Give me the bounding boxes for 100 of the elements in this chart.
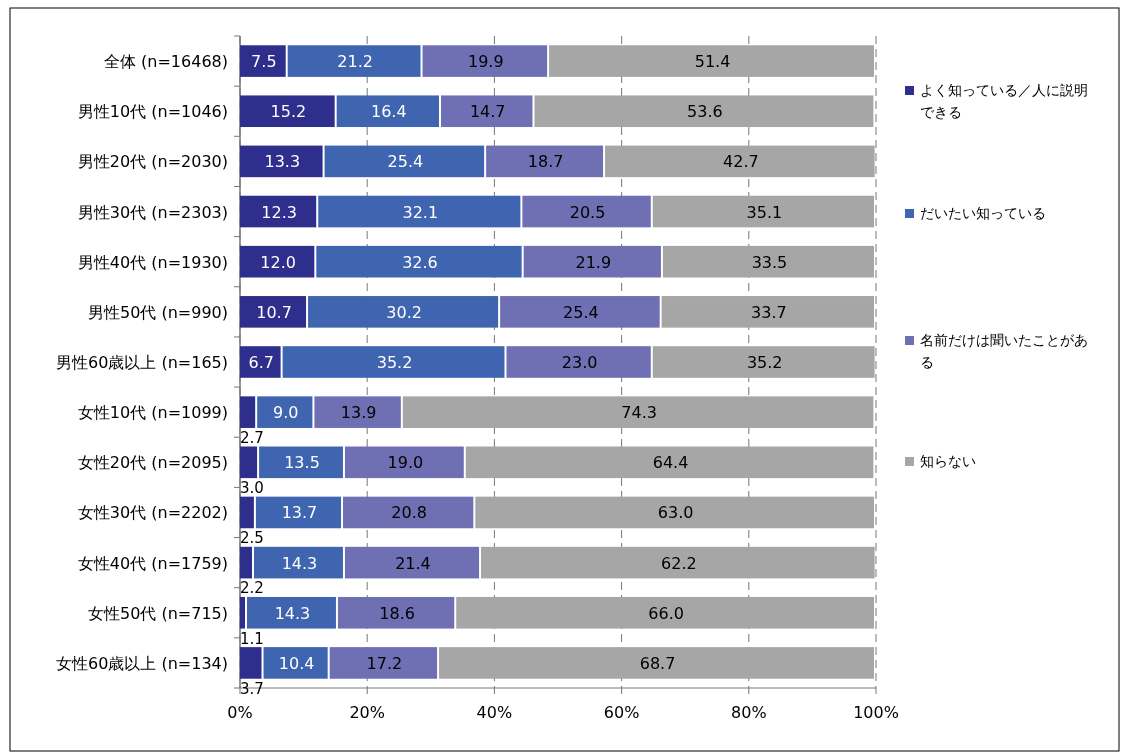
bar (257, 396, 313, 428)
data-label: 10.7 (256, 302, 292, 322)
data-label: 3.7 (240, 679, 264, 698)
bar (240, 396, 256, 428)
bar (255, 496, 342, 529)
bar (240, 45, 286, 77)
bar (240, 296, 307, 328)
bar (240, 245, 315, 278)
bar (343, 496, 474, 529)
data-label: 1.1 (240, 629, 264, 648)
data-label: 35.2 (746, 353, 783, 372)
bar (344, 446, 464, 479)
bar (240, 546, 252, 579)
y-tick-label: 女性40代 (n=1759) (77, 553, 228, 573)
bar (282, 346, 505, 378)
data-label: 7.5 (251, 52, 277, 72)
x-tick-label: 100% (853, 703, 899, 722)
data-label: 10.4 (278, 653, 315, 673)
data-label: 13.5 (284, 453, 320, 473)
bar (661, 296, 874, 328)
data-label: 33.5 (751, 252, 788, 272)
data-label: 13.7 (281, 503, 318, 523)
legend-label: 名前だけは聞いたことがある (920, 332, 1088, 370)
data-label: 2.7 (240, 428, 264, 447)
bar (500, 296, 660, 328)
y-tick-label: 女性20代 (n=2095) (77, 453, 228, 473)
bar (344, 546, 480, 579)
bar (314, 396, 401, 428)
bar (263, 647, 328, 679)
data-label: 35.1 (746, 202, 783, 222)
bar (549, 45, 874, 77)
bar (522, 195, 651, 228)
bar (465, 446, 874, 479)
x-tick-label: 20% (349, 703, 385, 722)
bar (247, 596, 336, 629)
bar (486, 145, 604, 178)
y-tick-label: 男性40代 (n=1930) (77, 252, 228, 272)
bar (318, 195, 521, 228)
bar (240, 596, 245, 629)
data-label: 30.2 (386, 302, 422, 322)
bar (481, 546, 875, 579)
bar (652, 195, 874, 228)
bar (439, 647, 874, 679)
data-label: 18.6 (379, 603, 415, 623)
data-label: 18.7 (527, 152, 564, 172)
data-label: 21.9 (575, 252, 612, 272)
data-label: 17.2 (366, 653, 403, 673)
data-label: 12.0 (260, 252, 296, 272)
data-label: 25.4 (387, 152, 424, 172)
y-tick-label: 女性50代 (n=715) (87, 603, 228, 623)
bar (605, 145, 875, 178)
bar (475, 496, 874, 529)
bar (308, 296, 499, 328)
data-label: 42.7 (723, 152, 759, 172)
y-tick-label: 全体 (n=16468) (103, 52, 228, 72)
data-label: 12.3 (261, 202, 297, 222)
data-label: 25.4 (563, 302, 599, 322)
bar (240, 496, 254, 529)
data-label: 13.9 (340, 403, 377, 423)
data-label: 16.4 (371, 102, 407, 122)
data-label: 19.9 (468, 52, 504, 72)
y-tick-label: 女性10代 (n=1099) (77, 403, 228, 423)
data-label: 2.5 (240, 529, 264, 548)
bar (287, 45, 421, 77)
data-label: 21.4 (395, 553, 431, 573)
bar (337, 596, 455, 629)
data-label: 35.2 (376, 353, 413, 372)
bar (240, 346, 281, 378)
data-label: 32.6 (402, 252, 438, 272)
data-label: 2.2 (240, 579, 264, 598)
bar (652, 346, 875, 378)
data-label: 62.2 (661, 553, 697, 573)
y-tick-label: 女性60歳以上 (n=134) (55, 653, 228, 673)
x-tick-label: 60% (603, 703, 640, 722)
x-tick-label: 80% (731, 703, 767, 722)
bar (253, 546, 343, 579)
bar (240, 195, 317, 228)
data-label: 74.3 (621, 403, 657, 423)
data-label: 15.2 (270, 102, 307, 122)
bar (329, 647, 438, 679)
bar (240, 647, 262, 679)
x-tick-label: 0% (227, 703, 253, 722)
data-label: 33.7 (751, 302, 787, 322)
bar (336, 95, 439, 128)
bar (259, 446, 343, 479)
y-tick-label: 男性20代 (n=2030) (77, 152, 228, 172)
bar (240, 145, 323, 178)
data-label: 32.1 (402, 202, 439, 222)
data-label: 20.5 (569, 202, 606, 222)
bar (534, 95, 874, 128)
bar (240, 95, 335, 128)
data-label: 3.0 (240, 479, 264, 498)
data-label: 14.3 (274, 603, 311, 623)
bar (662, 245, 874, 278)
legend-label: 知らない (920, 453, 976, 469)
bar (506, 346, 651, 378)
y-tick-label: 男性10代 (n=1046) (77, 102, 228, 122)
data-label: 9.0 (273, 403, 299, 423)
data-label: 66.0 (648, 603, 684, 623)
bar (440, 95, 533, 128)
